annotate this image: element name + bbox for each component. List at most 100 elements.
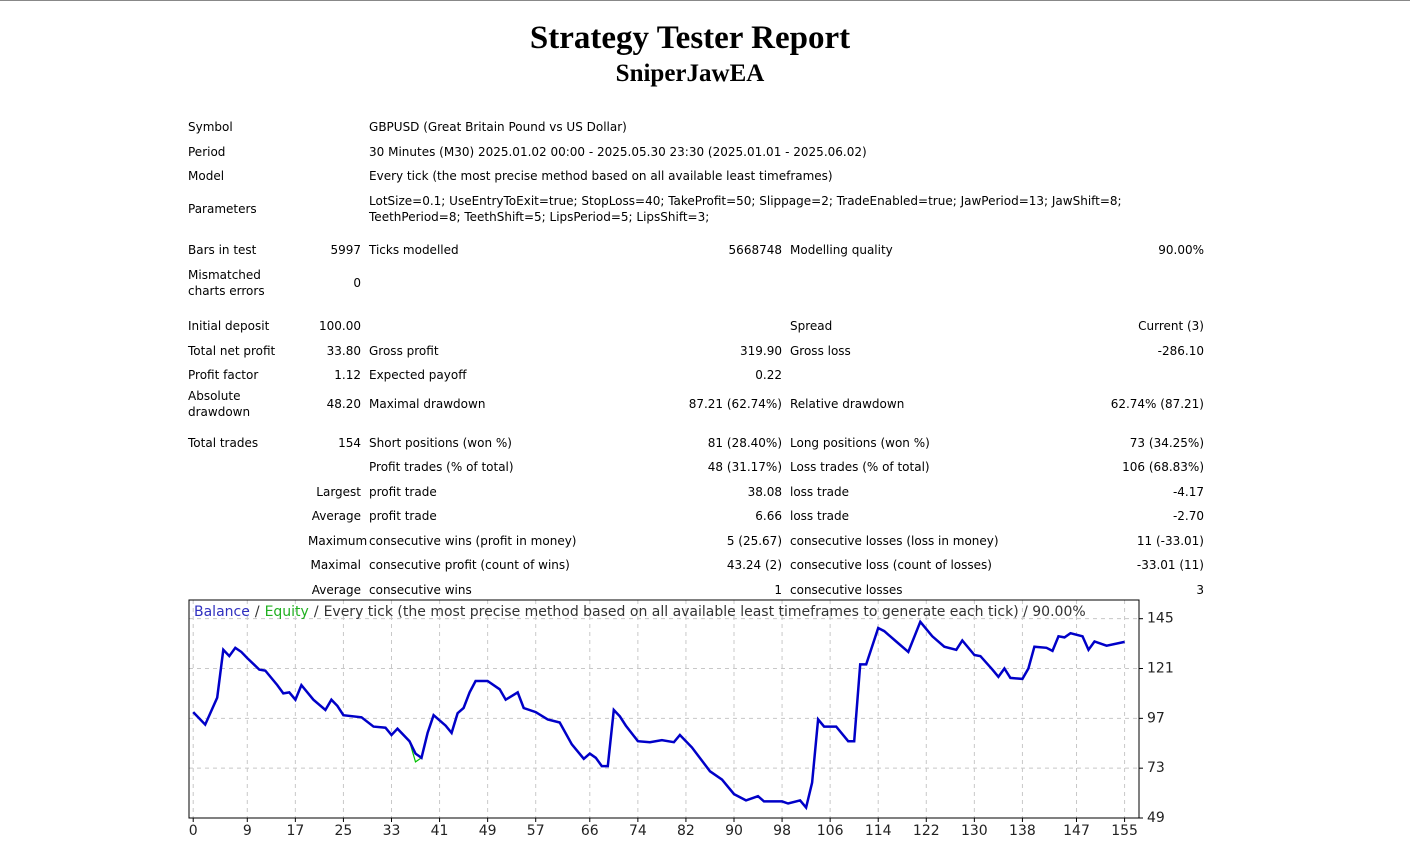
stat-label: consecutive loss (count of losses) xyxy=(790,558,992,573)
info-value: LotSize=0.1; UseEntryToExit=true; StopLo… xyxy=(369,193,1122,224)
y-tick-label: 97 xyxy=(1147,710,1165,726)
stat-label: Gross profit xyxy=(369,343,439,358)
x-tick-label: 90 xyxy=(725,823,743,839)
stats-row: Total net profit 33.80 Gross profit 319.90 G… xyxy=(184,339,1208,364)
stat-label: Ticks modelled xyxy=(369,243,459,258)
stat-label: consecutive wins (profit in money) xyxy=(369,533,577,548)
x-tick-label: 0 xyxy=(189,823,198,839)
stat-label: Profit factor xyxy=(188,368,259,383)
info-label: Period xyxy=(188,144,226,159)
stats-row: Average profit trade 6.66 loss trade -2.70 xyxy=(184,504,1208,529)
x-tick-label: 155 xyxy=(1111,823,1138,839)
stat-label: Expected payoff xyxy=(369,368,467,383)
stat-value: -4.17 xyxy=(1172,484,1204,499)
info-value: 30 Minutes (M30) 2025.01.02 00:00 - 2025… xyxy=(369,144,867,159)
stat-label: Long positions (won %) xyxy=(790,435,930,450)
info-row: Period 30 Minutes (M30) 2025.01.02 00:00 … xyxy=(184,140,1208,165)
stat-value: Maximum xyxy=(308,533,368,548)
stat-value: Average xyxy=(311,509,361,524)
stat-value: Largest xyxy=(316,484,361,499)
stat-label: loss trade xyxy=(790,509,849,524)
report-subtitle: SniperJawEA xyxy=(615,60,765,87)
stat-label xyxy=(184,455,304,480)
stat-value xyxy=(665,263,786,303)
stat-label: Modelling quality xyxy=(790,243,893,258)
legend-item: Equity xyxy=(265,604,309,620)
stat-value: 11 (-33.01) xyxy=(1136,533,1204,548)
stat-value: Maximal xyxy=(310,558,361,573)
x-tick-label: 9 xyxy=(243,823,252,839)
stats-row: Profit trades (% of total) 48 (31.17%) Los… xyxy=(184,455,1208,480)
stat-label xyxy=(786,363,1086,388)
info-label: Parameters xyxy=(188,201,257,216)
stats-row: Absolute drawdown 48.20 Maximal drawdown 87… xyxy=(184,388,1208,420)
stat-label: profit trade xyxy=(369,509,437,524)
x-tick-label: 106 xyxy=(817,823,844,839)
x-tick-label: 82 xyxy=(677,823,695,839)
stat-label: Mismatched charts errors xyxy=(188,267,265,298)
stat-label: consecutive losses xyxy=(790,582,903,597)
stat-value: Current (3) xyxy=(1138,319,1204,334)
stat-label xyxy=(786,263,1086,303)
x-tick-label: 49 xyxy=(479,823,497,839)
stat-value xyxy=(1086,263,1208,303)
stat-value: 5 (25.67) xyxy=(726,533,782,548)
stat-value xyxy=(1086,363,1208,388)
stat-value: 43.24 (2) xyxy=(726,558,782,573)
series-line xyxy=(192,619,1125,811)
stats-row: Largest profit trade 38.08 loss trade -4.17 xyxy=(184,480,1208,505)
stat-value: 1.12 xyxy=(334,368,361,383)
info-table: Symbol GBPUSD (Great Britain Pound vs US … xyxy=(184,115,1208,229)
legend-item: Balance xyxy=(194,604,250,620)
y-tick-label: 121 xyxy=(1147,661,1174,677)
stat-value xyxy=(665,314,786,339)
stat-value: -2.70 xyxy=(1172,509,1204,524)
stat-label: consecutive profit (count of wins) xyxy=(369,558,570,573)
stat-value: 87.21 (62.74%) xyxy=(688,396,782,411)
stats-table: Bars in test 5997 Ticks modelled 5668748 Mod… xyxy=(184,238,1208,303)
stat-value: 319.90 xyxy=(740,343,782,358)
x-tick-label: 138 xyxy=(1009,823,1036,839)
stat-value: -286.10 xyxy=(1157,343,1204,358)
stats-row: Total trades 154 Short positions (won %) 81… xyxy=(184,431,1208,456)
stats-row: Profit factor 1.12 Expected payoff 0.22 xyxy=(184,363,1208,388)
stat-label xyxy=(184,529,304,554)
stat-value: 1 xyxy=(774,582,782,597)
x-tick-label: 17 xyxy=(286,823,304,839)
stats-row: Bars in test 5997 Ticks modelled 5668748 Mod… xyxy=(184,238,1208,263)
stat-label: Bars in test xyxy=(188,243,257,258)
stat-label: Relative drawdown xyxy=(790,396,905,411)
stat-value: 48.20 xyxy=(326,396,361,411)
y-tick-label: 73 xyxy=(1147,760,1165,776)
stat-label xyxy=(184,480,304,505)
info-label: Model xyxy=(188,169,225,184)
y-tick-label: 49 xyxy=(1147,810,1165,826)
top-border xyxy=(0,0,1410,1)
stat-label: Initial deposit xyxy=(188,319,270,334)
report-tables: Symbol GBPUSD (Great Britain Pound vs US … xyxy=(184,115,1214,602)
x-tick-label: 41 xyxy=(431,823,449,839)
y-tick-label: 145 xyxy=(1147,611,1174,627)
x-tick-label: 130 xyxy=(961,823,988,839)
x-tick-label: 122 xyxy=(913,823,940,839)
legend: Balance / Equity / Every tick (the most prec… xyxy=(194,604,1086,620)
info-row: Symbol GBPUSD (Great Britain Pound vs US … xyxy=(184,115,1208,140)
stat-value: 48 (31.17%) xyxy=(707,460,782,475)
stats-row: Maximum consecutive wins (profit in money… xyxy=(184,529,1208,554)
stat-label: profit trade xyxy=(369,484,437,499)
stats-row: Average consecutive wins 1 consecutive loss… xyxy=(184,578,1208,603)
stat-label: Short positions (won %) xyxy=(369,435,512,450)
stat-value: 5997 xyxy=(330,243,361,258)
stat-label: loss trade xyxy=(790,484,849,499)
legend-item: / xyxy=(314,604,319,620)
stats-table: Initial deposit 100.00 Spread Current (3) To… xyxy=(184,314,1208,420)
stat-value: 154 xyxy=(338,435,361,450)
info-label: Symbol xyxy=(188,120,233,135)
stat-value: 5668748 xyxy=(728,243,782,258)
info-row: Model Every tick (the most precise method… xyxy=(184,164,1208,189)
stats-row: Mismatched charts errors 0 xyxy=(184,263,1208,303)
stat-label xyxy=(365,314,665,339)
stat-value: 3 xyxy=(1196,582,1204,597)
stat-value: 38.08 xyxy=(747,484,782,499)
stat-label: Loss trades (% of total) xyxy=(790,460,930,475)
